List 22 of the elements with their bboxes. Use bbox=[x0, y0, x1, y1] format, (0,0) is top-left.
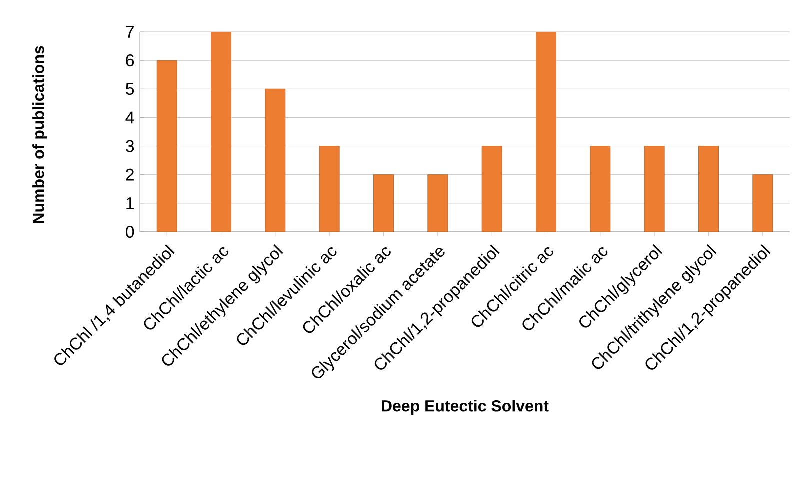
y-tick-label: 3 bbox=[126, 140, 134, 152]
bar bbox=[374, 174, 394, 232]
y-tick-label: 7 bbox=[126, 26, 134, 38]
y-axis-title: Number of publications bbox=[32, 46, 48, 224]
bar bbox=[644, 146, 665, 232]
x-axis-title: Deep Eutectic Solvent bbox=[382, 400, 549, 415]
bar bbox=[698, 146, 719, 232]
bar bbox=[211, 32, 232, 232]
bar bbox=[752, 174, 774, 232]
bar bbox=[536, 32, 556, 232]
y-tick-label: 1 bbox=[126, 198, 134, 210]
bar bbox=[319, 146, 340, 232]
y-tick-label: 2 bbox=[126, 168, 134, 181]
bar bbox=[590, 146, 611, 232]
bar bbox=[265, 88, 286, 232]
bar bbox=[156, 60, 178, 232]
y-tick-label: 6 bbox=[126, 54, 134, 67]
y-tick-label: 0 bbox=[126, 226, 134, 238]
y-tick-label: 5 bbox=[126, 83, 134, 96]
bar bbox=[428, 174, 448, 232]
y-tick-label: 4 bbox=[126, 112, 134, 124]
bar bbox=[482, 146, 502, 232]
